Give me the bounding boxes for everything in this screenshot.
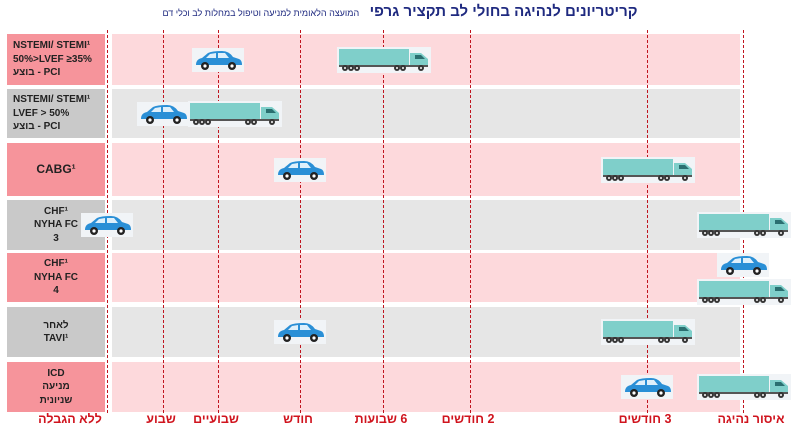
car-icon	[81, 213, 133, 242]
timeline-divider	[383, 30, 384, 413]
row-band	[112, 200, 740, 250]
row-label-line: PCI - בוצע	[13, 121, 61, 133]
main-title: קריטריונים לנהיגה בחולי לב תקציר גרפי	[369, 3, 638, 20]
row-label: CABG¹	[7, 143, 105, 196]
truck-icon	[697, 374, 791, 405]
page-title: קריטריונים לנהיגה בחולי לב תקציר גרפי המ…	[0, 3, 800, 21]
truck-icon	[601, 319, 695, 350]
timeline-label: 3 חודשים	[618, 412, 672, 426]
row-label: ICD מניעה שניונית	[7, 362, 105, 412]
row-label-line: CABG¹	[36, 162, 76, 177]
row-label-line: NSTEMI/ STEMI¹	[13, 40, 91, 52]
car-icon	[137, 101, 189, 131]
timeline-label: חודש	[283, 412, 313, 426]
row-label-line: NYHA FC	[33, 271, 79, 283]
row-label-line: לאחר	[43, 319, 69, 331]
timeline-label: שבועיים	[193, 412, 239, 426]
car-icon	[717, 252, 769, 282]
row-label: לאחר TAVI¹	[7, 307, 105, 357]
row-label: CHF¹ NYHA FC 4	[7, 253, 105, 302]
row-label-line: CHF¹	[44, 258, 68, 270]
car-icon	[192, 47, 244, 77]
row-label-line: LVEF > 50%	[13, 107, 70, 119]
row-label: NSTEMI/ STEMI¹ LVEF > 50% PCI - בוצע	[7, 89, 105, 138]
truck-icon	[337, 46, 431, 78]
row-label-line: שניונית	[39, 394, 73, 406]
car-icon	[621, 375, 673, 404]
row-label-line: מניעה	[42, 381, 70, 393]
row-band	[112, 253, 740, 302]
row-label-line: 3	[53, 232, 59, 244]
timeline-divider	[218, 30, 219, 413]
subtitle: המועצה הלאומית למניעה וטיפול במחלות לב ו…	[162, 8, 360, 18]
truck-icon	[601, 156, 695, 188]
row-label-line: NYHA FC	[33, 219, 79, 231]
row-label-line: 4	[53, 285, 59, 297]
row-label: NSTEMI/ STEMI¹ 50%>LVEF ≥35% PCI - בוצע	[7, 34, 105, 85]
car-icon	[274, 157, 326, 187]
truck-icon	[188, 100, 283, 132]
timeline-divider	[300, 30, 301, 413]
timeline-label: שבוע	[146, 412, 176, 426]
truck-icon	[697, 278, 791, 310]
row-label-line: ICD	[47, 367, 65, 379]
timeline-label: ללא הגבלה	[38, 412, 102, 426]
row-label-line: NSTEMI/ STEMI¹	[13, 94, 91, 106]
timeline-label: 6 שבועות	[354, 412, 408, 426]
row-label-line: CHF¹	[44, 205, 68, 217]
truck-icon	[697, 212, 791, 243]
timeline-label: איסור נהיגה	[717, 412, 785, 426]
timeline-label: 2 חודשים	[441, 412, 495, 426]
timeline-divider	[647, 30, 648, 413]
timeline-divider	[470, 30, 471, 413]
timeline-divider	[163, 30, 164, 413]
car-icon	[274, 320, 326, 349]
row-label-line: TAVI¹	[43, 333, 69, 344]
row-label-line: 50%>LVEF ≥35%	[13, 53, 92, 65]
row-label-line: PCI - בוצע	[13, 67, 61, 79]
